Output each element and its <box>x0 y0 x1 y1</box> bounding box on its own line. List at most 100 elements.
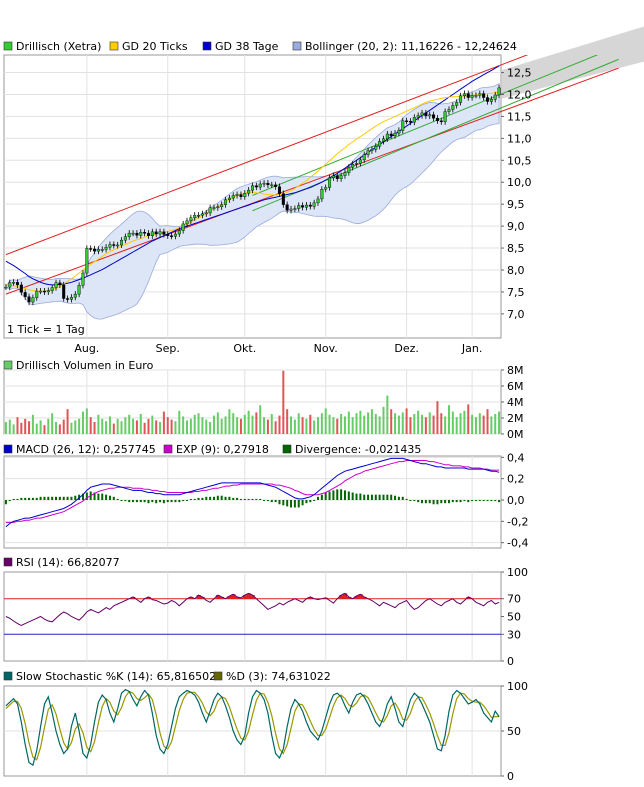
candle-body <box>358 159 362 164</box>
gd38-line <box>5 65 500 286</box>
candle-body <box>374 146 378 150</box>
candle-body <box>328 177 332 188</box>
divergence-bar <box>28 497 31 500</box>
candle-body <box>35 290 39 298</box>
volume-bar <box>162 411 165 434</box>
divergence-bar <box>409 500 412 501</box>
volume-bar <box>81 411 84 434</box>
y-tick-label-4: 10,5 <box>507 154 532 167</box>
divergence-bar <box>390 494 393 500</box>
volume-bar <box>232 413 235 434</box>
candle-body <box>166 234 170 236</box>
candle-body <box>173 233 177 237</box>
volume-bar <box>424 417 427 434</box>
volume-bar <box>8 419 11 434</box>
volume-bar <box>301 417 304 434</box>
candle-body <box>8 282 12 288</box>
divergence-bar <box>336 489 339 500</box>
volume-bar <box>347 411 350 434</box>
divergence-bar <box>205 496 208 500</box>
bollinger-band <box>5 82 500 320</box>
volume-bar <box>55 422 58 434</box>
divergence-bar <box>70 496 73 500</box>
rsi-overbought-fill <box>231 594 236 599</box>
divergence-bar <box>459 500 462 503</box>
y-tick-label-1: 50 <box>507 725 521 738</box>
y-tick-label-2: 4M <box>507 396 524 409</box>
candle-body <box>66 298 70 300</box>
divergence-bar <box>486 500 489 502</box>
volume-bar <box>197 413 200 434</box>
volume-bar <box>405 408 408 434</box>
candle-body <box>108 244 112 248</box>
candle-body <box>408 121 412 123</box>
volume-bar <box>343 416 346 434</box>
divergence-bar <box>47 496 50 500</box>
divergence-bar <box>228 496 231 500</box>
divergence-bar <box>401 496 404 500</box>
volume-bar <box>78 418 81 434</box>
candle-body <box>69 296 73 300</box>
candle-body <box>243 193 247 197</box>
y-tick-label-2: 11,5 <box>507 110 532 123</box>
y-tick-label-6: 9,5 <box>507 198 525 211</box>
volume-bar <box>278 415 281 434</box>
candle-body <box>397 130 401 134</box>
y-tick-label-1: 0,2 <box>507 473 525 486</box>
y-tick-label-4: 0M <box>507 428 524 441</box>
volume-bar <box>440 413 443 434</box>
rsi-overbought-fill <box>146 596 151 599</box>
divergence-bar <box>143 500 146 503</box>
channel-lower-line <box>5 67 619 295</box>
candle-body <box>100 249 104 251</box>
candle-body <box>239 194 243 197</box>
rsi-overbought-fill <box>343 593 348 599</box>
volume-bar <box>112 423 115 434</box>
candle-body <box>285 204 289 211</box>
candle-body <box>289 208 293 211</box>
candle-body <box>281 193 285 205</box>
volume-bar <box>282 370 285 434</box>
candle-body <box>320 189 324 200</box>
legend-swatch-0 <box>3 671 13 681</box>
divergence-bar <box>282 500 285 506</box>
candle-body <box>39 290 43 293</box>
candle-body <box>189 217 193 222</box>
divergence-bar <box>436 500 439 505</box>
volume-bar <box>428 412 431 434</box>
candle-body <box>478 93 482 96</box>
volume-bar <box>313 420 316 434</box>
candle-body <box>58 282 62 286</box>
candle-body <box>324 187 328 190</box>
candle-body <box>366 150 370 155</box>
divergence-bar <box>309 500 312 503</box>
y-tick-label-0: 0,4 <box>507 451 525 464</box>
volume-bar <box>490 416 493 434</box>
candle-body <box>270 184 274 187</box>
candle-body <box>89 248 93 250</box>
volume-bar <box>170 419 173 434</box>
volume-bar <box>378 416 381 434</box>
candle-body <box>432 114 436 119</box>
y-tick-label-3: -0,2 <box>507 515 528 528</box>
volume-bar <box>51 413 54 434</box>
candle-body <box>466 93 470 98</box>
divergence-bar <box>394 495 397 500</box>
candle-body <box>412 117 416 123</box>
candle-body <box>378 141 382 147</box>
divergence-bar <box>232 497 235 500</box>
volume-bar <box>417 410 420 434</box>
candle-body <box>123 236 127 241</box>
volume-bar <box>259 405 262 434</box>
candle-body <box>351 164 355 168</box>
candle-body <box>73 293 77 298</box>
divergence-bar <box>363 494 366 500</box>
candle-body <box>143 232 147 234</box>
volume-bar <box>43 425 46 434</box>
rsi-overbought-fill <box>362 596 367 599</box>
volume-bar <box>85 408 88 434</box>
candle-body <box>493 94 497 100</box>
candle-body <box>293 208 297 210</box>
divergence-bar <box>197 497 200 500</box>
